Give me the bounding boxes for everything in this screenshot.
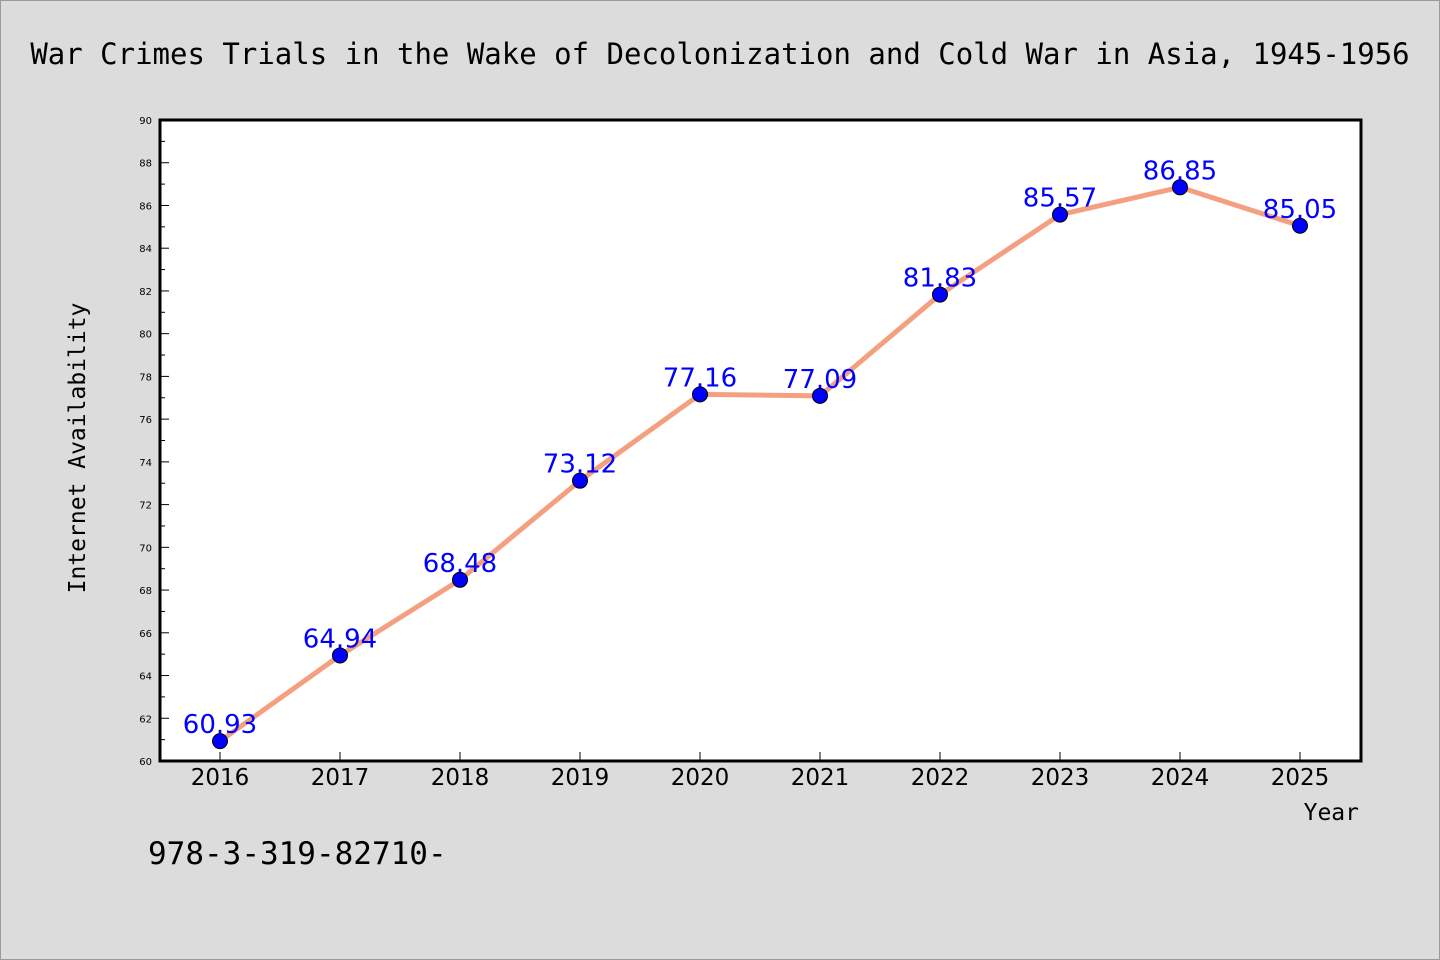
x-axis: 2016 2017 2018 2019 2020 2021 2022 2023 2024 2025	[191, 752, 1330, 791]
data-point	[692, 386, 708, 403]
data-labels: 60.93 64.94 68.48 73.12 77.16 77.09 81.83 85.57…	[183, 156, 1337, 740]
data-label: 81.83	[903, 264, 977, 294]
data-point	[572, 472, 588, 489]
y-tick-label: 74	[139, 458, 152, 469]
data-point	[452, 571, 468, 588]
data-markers	[212, 179, 1308, 750]
x-tick-label: 2025	[1271, 765, 1330, 791]
y-axis-label: Internet Availability	[65, 303, 91, 594]
y-tick-label: 72	[139, 501, 152, 512]
data-label: 85.05	[1263, 195, 1337, 225]
data-point	[1052, 206, 1068, 223]
x-tick-label: 2021	[791, 765, 850, 791]
y-tick-label: 68	[139, 586, 152, 597]
y-tick-label: 88	[139, 159, 152, 170]
plot-area	[158, 118, 1363, 763]
data-label: 86.85	[1143, 156, 1217, 186]
x-tick-label: 2024	[1151, 765, 1210, 791]
x-tick-label: 2020	[671, 765, 730, 791]
data-label: 64.94	[303, 624, 377, 654]
x-tick-label: 2018	[431, 765, 490, 791]
y-tick-label: 82	[139, 287, 152, 298]
data-label: 85.57	[1023, 184, 1097, 214]
footer-isbn: 978-3-319-82710-	[148, 836, 447, 872]
data-point	[1292, 217, 1308, 234]
data-label: 73.12	[543, 450, 617, 480]
y-tick-label: 76	[139, 415, 152, 426]
y-tick-label: 62	[139, 714, 152, 725]
y-tick-label: 90	[139, 116, 152, 127]
data-point	[212, 733, 228, 750]
data-label: 77.09	[783, 365, 857, 395]
x-tick-label: 2019	[551, 765, 610, 791]
y-axis: 60 62 64 66 68 70 72 74 76 78 80 82 84 86 88 90	[139, 116, 169, 768]
y-tick-label: 84	[139, 244, 152, 255]
x-axis-label: Year	[1304, 800, 1359, 826]
y-tick-label: 86	[139, 201, 152, 212]
series-line	[217, 184, 1303, 744]
chart-title: War Crimes Trials in the Wake of Decolon…	[30, 37, 1409, 71]
y-tick-label: 80	[139, 330, 152, 341]
data-point	[1172, 179, 1188, 196]
y-tick-label: 60	[139, 757, 152, 768]
data-point	[812, 387, 828, 404]
data-point	[932, 286, 948, 303]
y-tick-label: 64	[139, 672, 152, 683]
data-point	[332, 647, 348, 664]
x-tick-label: 2017	[311, 765, 370, 791]
data-label: 68.48	[423, 549, 497, 579]
y-tick-label: 78	[139, 372, 152, 383]
y-tick-label: 70	[139, 543, 152, 554]
x-tick-label: 2023	[1031, 765, 1090, 791]
y-tick-label: 66	[139, 629, 152, 640]
x-tick-label: 2016	[191, 765, 250, 791]
x-tick-label: 2022	[911, 765, 970, 791]
data-label: 60.93	[183, 710, 257, 740]
data-label: 77.16	[663, 363, 737, 393]
